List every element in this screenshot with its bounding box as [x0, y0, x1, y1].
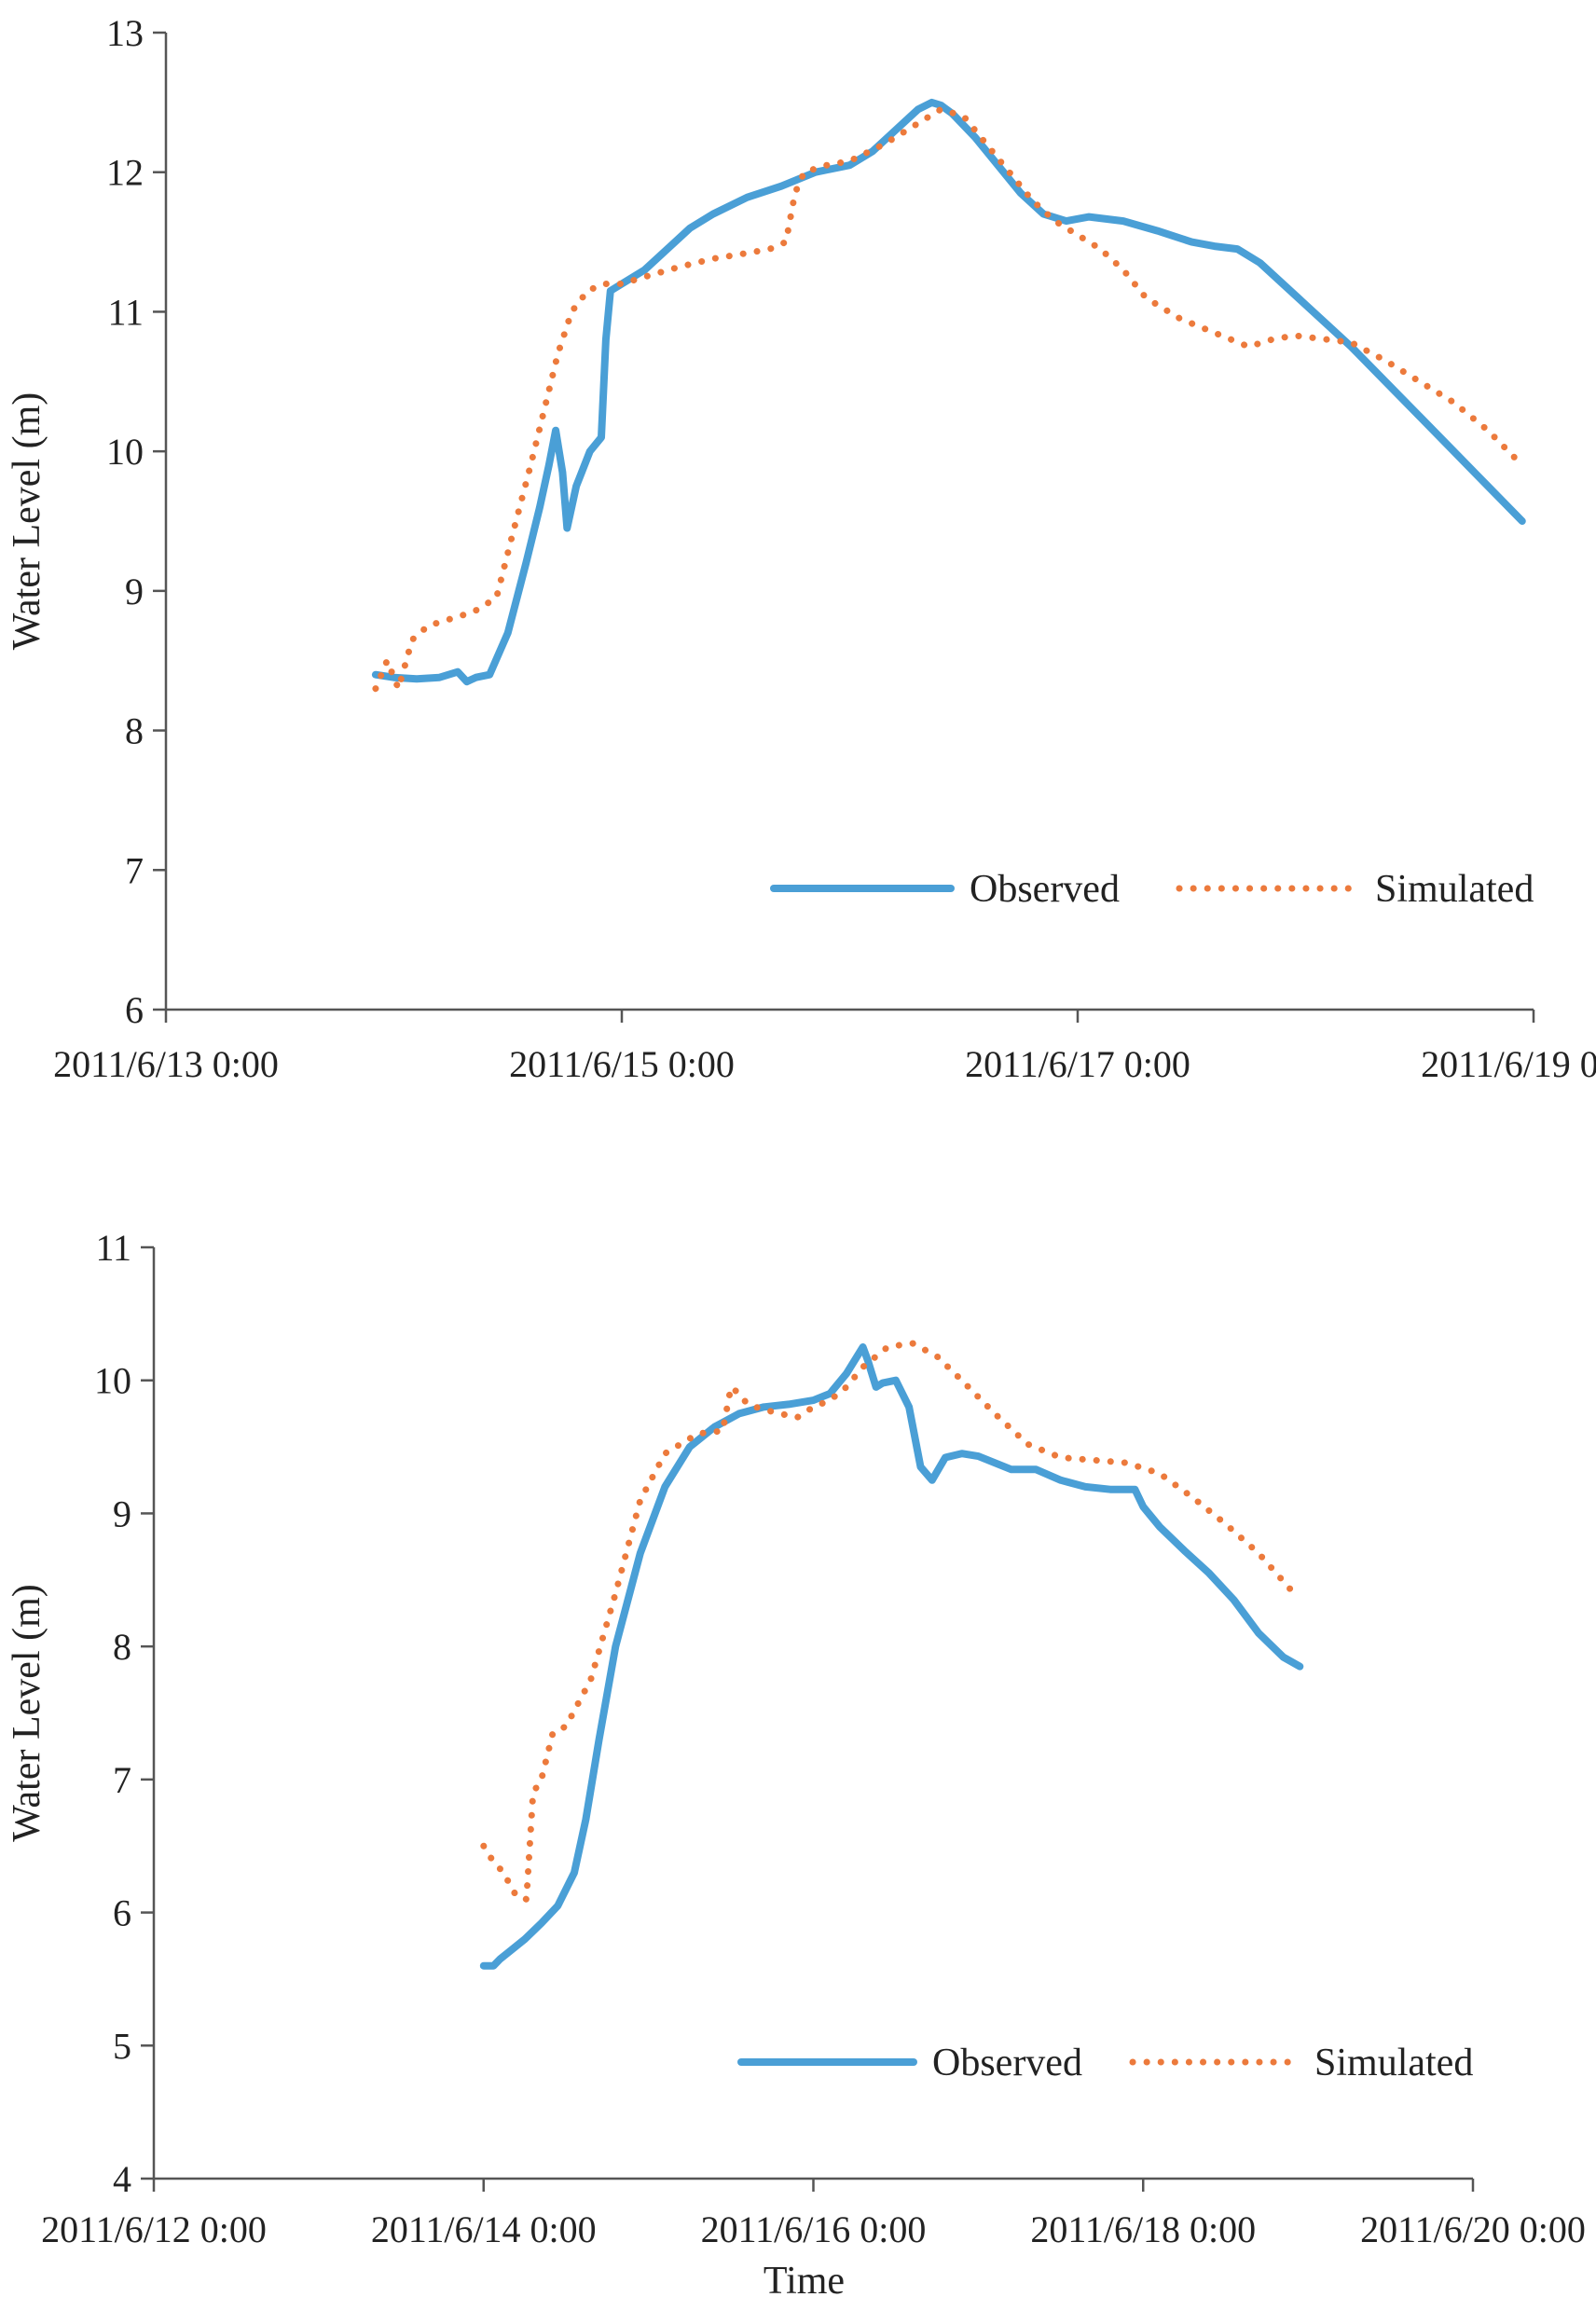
x-tick-label: 2011/6/13 0:00: [53, 1043, 279, 1085]
y-tick-label: 11: [95, 1227, 131, 1269]
series-observed-line: [479, 1343, 1304, 1970]
x-tick-label: 2011/6/18 0:00: [1030, 2208, 1256, 2250]
x-tick-label: 2011/6/16 0:00: [701, 2208, 927, 2250]
x-tick-label: 2011/6/12 0:00: [41, 2208, 267, 2250]
x-tick-label: 2011/6/19 0:00: [1421, 1043, 1596, 1085]
y-tick-label: 11: [107, 291, 144, 333]
x-ticks-bottom: 2011/6/12 0:00 2011/6/14 0:00 2011/6/16 0:…: [41, 2179, 1586, 2250]
y-axis-label-bottom: Water Level (m): [6, 1584, 48, 1841]
y-tick-label: 6: [125, 989, 144, 1031]
y-tick-label: 9: [125, 571, 144, 612]
y-tick-label: 7: [125, 849, 144, 891]
x-ticks-top: 2011/6/13 0:00 2011/6/15 0:00 2011/6/17 0:…: [53, 1010, 1596, 1085]
x-tick-label: 2011/6/17 0:00: [965, 1043, 1190, 1085]
y-axis-label-top: Water Level (m): [6, 392, 48, 650]
x-axis-label-bottom: Time: [764, 2260, 845, 2297]
series-simulated-line: [372, 105, 1526, 693]
legend-simulated-label: Simulated: [1375, 868, 1534, 911]
y-ticks-top: 6 7 8 9 10 11 12 13: [106, 12, 166, 1031]
x-tick-label: 2011/6/20 0:00: [1360, 2208, 1586, 2250]
y-tick-label: 8: [113, 1626, 131, 1668]
x-tick-label: 2011/6/14 0:00: [371, 2208, 597, 2250]
legend-top: Observed Simulated: [770, 868, 1534, 911]
legend-bottom: Observed Simulated: [737, 2042, 1473, 2084]
y-tick-label: 13: [106, 12, 144, 54]
y-tick-label: 7: [113, 1759, 131, 1801]
chart-top: 6 7 8 9 10 11 12 13 2011/6/13 0:00 2011/6/15 0:0…: [6, 12, 1596, 1085]
legend-observed-label: Observed: [970, 868, 1120, 911]
y-ticks-bottom: 4 5 6 7 8 9 10 11: [94, 1227, 154, 2200]
series-observed-line: [371, 98, 1526, 686]
y-tick-label: 10: [94, 1360, 131, 1402]
y-tick-label: 4: [113, 2158, 131, 2200]
y-tick-label: 10: [106, 431, 144, 473]
series-simulated-line: [480, 1340, 1295, 1903]
y-tick-label: 5: [113, 2025, 131, 2067]
plot-area-top: [371, 98, 1526, 693]
x-tick-label: 2011/6/15 0:00: [509, 1043, 735, 1085]
plot-area-bottom: [479, 1340, 1304, 1970]
y-tick-label: 6: [113, 1892, 131, 1934]
y-tick-label: 8: [125, 710, 144, 752]
legend-simulated-label: Simulated: [1314, 2042, 1473, 2084]
legend-observed-label: Observed: [932, 2042, 1082, 2084]
y-tick-label: 9: [113, 1492, 131, 1534]
y-tick-label: 12: [106, 152, 144, 194]
